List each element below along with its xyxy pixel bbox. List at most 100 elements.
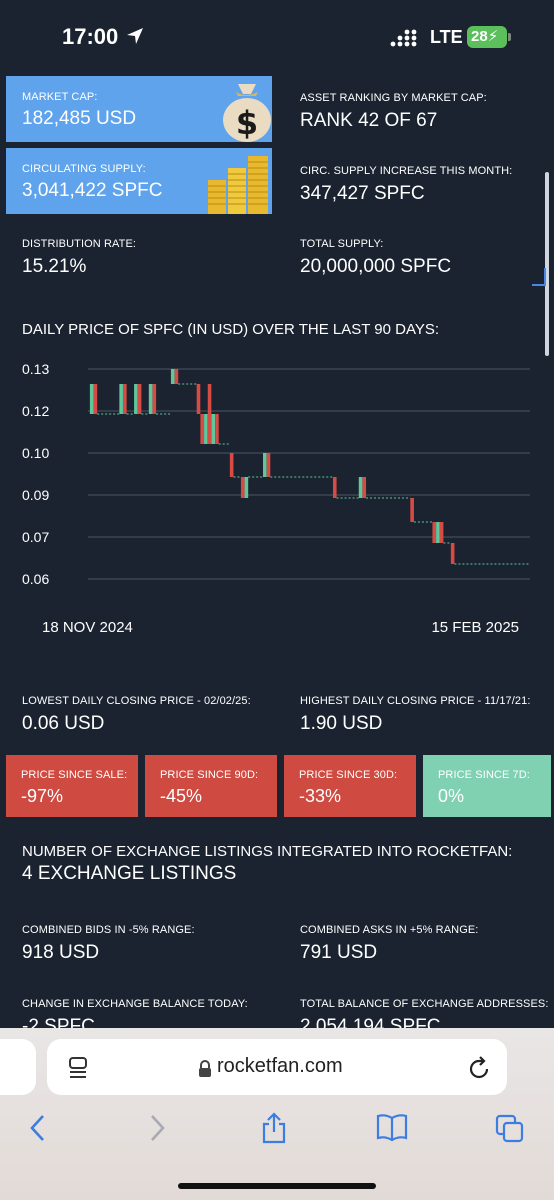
bookmarks-icon[interactable] [375, 1112, 409, 1149]
url-text[interactable]: rocketfan.com [217, 1055, 343, 1077]
y-tick-label: 0.09 [22, 487, 49, 503]
y-tick-label: 0.10 [22, 445, 49, 461]
candle [215, 414, 219, 444]
price-since-7d-value: 0% [438, 786, 465, 806]
highest-close-value: 1.90 USD [300, 713, 383, 734]
candle [207, 384, 212, 444]
address-bar[interactable] [47, 1039, 507, 1095]
home-indicator [178, 1183, 376, 1189]
market-cap-value: 182,485 USD [22, 108, 137, 129]
price-since-30d-value: -33% [299, 786, 342, 806]
lowest-close-stat: LOWEST DAILY CLOSING PRICE - 02/02/25: 0… [22, 695, 251, 735]
price-since-sale-value: -97% [21, 786, 64, 806]
previous-tab[interactable] [0, 1039, 36, 1095]
price-since-90d-card: PRICE SINCE 90D: -45% [145, 755, 277, 817]
combined-bids-label: COMBINED BIDS IN -5% RANGE: [22, 924, 195, 936]
chart-title: DAILY PRICE OF SPFC (IN USD) OVER THE LA… [22, 321, 440, 338]
candle [229, 453, 234, 477]
battery-nub [508, 33, 511, 41]
x-axis-start-label: 18 NOV 2024 [42, 619, 133, 636]
market-cap-card: MARKET CAP: 182,485 USD $ [6, 76, 272, 142]
lowest-close-label: LOWEST DAILY CLOSING PRICE - 02/02/25: [22, 695, 251, 707]
page-menu-icon[interactable] [67, 1056, 89, 1085]
highest-close-label: HIGHEST DAILY CLOSING PRICE - 11/17/21: [300, 695, 531, 707]
exchange-listings-title: NUMBER OF EXCHANGE LISTINGS INTEGRATED I… [22, 843, 513, 860]
market-cap-label: MARKET CAP: [22, 91, 98, 103]
combined-bids-value: 918 USD [22, 942, 100, 963]
network-label: LTE [430, 27, 463, 47]
candle [266, 453, 271, 477]
price-since-sale-label: PRICE SINCE SALE: [21, 769, 128, 781]
circ-increase-value: 347,427 SPFC [300, 183, 425, 204]
candle [152, 384, 157, 414]
candle [89, 384, 94, 414]
price-since-7d-card: PRICE SINCE 7D: 0% [423, 755, 551, 817]
candle [240, 477, 245, 498]
combined-asks-label: COMBINED ASKS IN +5% RANGE: [300, 924, 479, 936]
candle [362, 477, 367, 498]
asset-ranking-label: ASSET RANKING BY MARKET CAP: [300, 92, 487, 104]
candle [204, 414, 208, 444]
asset-ranking-stat: ASSET RANKING BY MARKET CAP: RANK 42 OF … [300, 92, 487, 132]
back-icon[interactable] [27, 1112, 49, 1149]
forward-icon[interactable] [146, 1112, 168, 1149]
price-since-7d-label: PRICE SINCE 7D: [438, 769, 530, 781]
battery-icon: 28⚡ [467, 26, 507, 48]
battery-level: 28 [471, 28, 488, 45]
total-exchange-balance-label: TOTAL BALANCE OF EXCHANGE ADDRESSES: [300, 998, 549, 1010]
candle [211, 414, 216, 444]
y-tick-label: 0.12 [22, 403, 49, 419]
price-since-30d-label: PRICE SINCE 30D: [299, 769, 398, 781]
candle [123, 384, 127, 414]
signal-icon [390, 29, 420, 52]
candle [148, 384, 153, 414]
svg-text:$: $ [236, 104, 258, 142]
combined-bids-stat: COMBINED BIDS IN -5% RANGE: 918 USD [22, 924, 195, 964]
scroll-marker-icon [532, 268, 546, 286]
location-arrow-icon [126, 27, 144, 50]
candle [174, 369, 179, 384]
candle [439, 522, 444, 543]
lowest-close-value: 0.06 USD [22, 713, 105, 734]
candle [332, 477, 337, 498]
share-icon[interactable] [259, 1112, 289, 1149]
total-supply-stat: TOTAL SUPPLY: 20,000,000 SPFC [300, 238, 451, 278]
total-supply-value: 20,000,000 SPFC [300, 256, 452, 277]
candle [432, 522, 437, 543]
candle [93, 384, 98, 414]
highest-close-stat: HIGHEST DAILY CLOSING PRICE - 11/17/21: … [300, 695, 531, 735]
circulating-supply-card: CIRCULATING SUPPLY: 3,041,422 SPFC [6, 148, 272, 214]
distribution-rate-stat: DISTRIBUTION RATE: 15.21% [22, 238, 136, 278]
y-tick-label: 0.06 [22, 571, 49, 587]
lock-icon [198, 1060, 212, 1083]
exchange-balance-change-label: CHANGE IN EXCHANGE BALANCE TODAY: [22, 998, 248, 1010]
distribution-rate-label: DISTRIBUTION RATE: [22, 238, 137, 250]
exchange-listings-value: 4 EXCHANGE LISTINGS [22, 863, 237, 884]
combined-asks-value: 791 USD [300, 942, 378, 963]
candle [170, 369, 175, 384]
total-supply-label: TOTAL SUPPLY: [300, 238, 384, 250]
circulating-supply-label: CIRCULATING SUPPLY: [22, 163, 146, 175]
reload-icon[interactable] [467, 1055, 491, 1086]
distribution-rate-value: 15.21% [22, 256, 87, 277]
price-since-sale-card: PRICE SINCE SALE: -97% [6, 755, 138, 817]
candle [263, 453, 267, 477]
price-chart: 0.13 0.12 0.10 0.09 0.07 0.06 18 NOV 2024 15 FE… [22, 361, 530, 636]
price-since-30d-card: PRICE SINCE 30D: -33% [284, 755, 416, 817]
scrollbar[interactable] [545, 172, 549, 356]
combined-asks-stat: COMBINED ASKS IN +5% RANGE: 791 USD [300, 924, 478, 964]
candle [119, 384, 123, 414]
coin-stacks-icon [208, 156, 268, 214]
candle [137, 384, 142, 414]
candle [450, 543, 455, 564]
y-tick-label: 0.07 [22, 529, 49, 545]
price-since-90d-label: PRICE SINCE 90D: [160, 769, 259, 781]
circulating-supply-value: 3,041,422 SPFC [22, 180, 163, 201]
candle [134, 384, 138, 414]
candle [436, 522, 440, 543]
y-tick-label: 0.13 [22, 361, 49, 377]
candle [196, 384, 201, 414]
tabs-overview-icon[interactable] [495, 1112, 525, 1149]
circ-increase-stat: CIRC. SUPPLY INCREASE THIS MONTH: 347,42… [300, 165, 512, 205]
candle [244, 477, 249, 498]
